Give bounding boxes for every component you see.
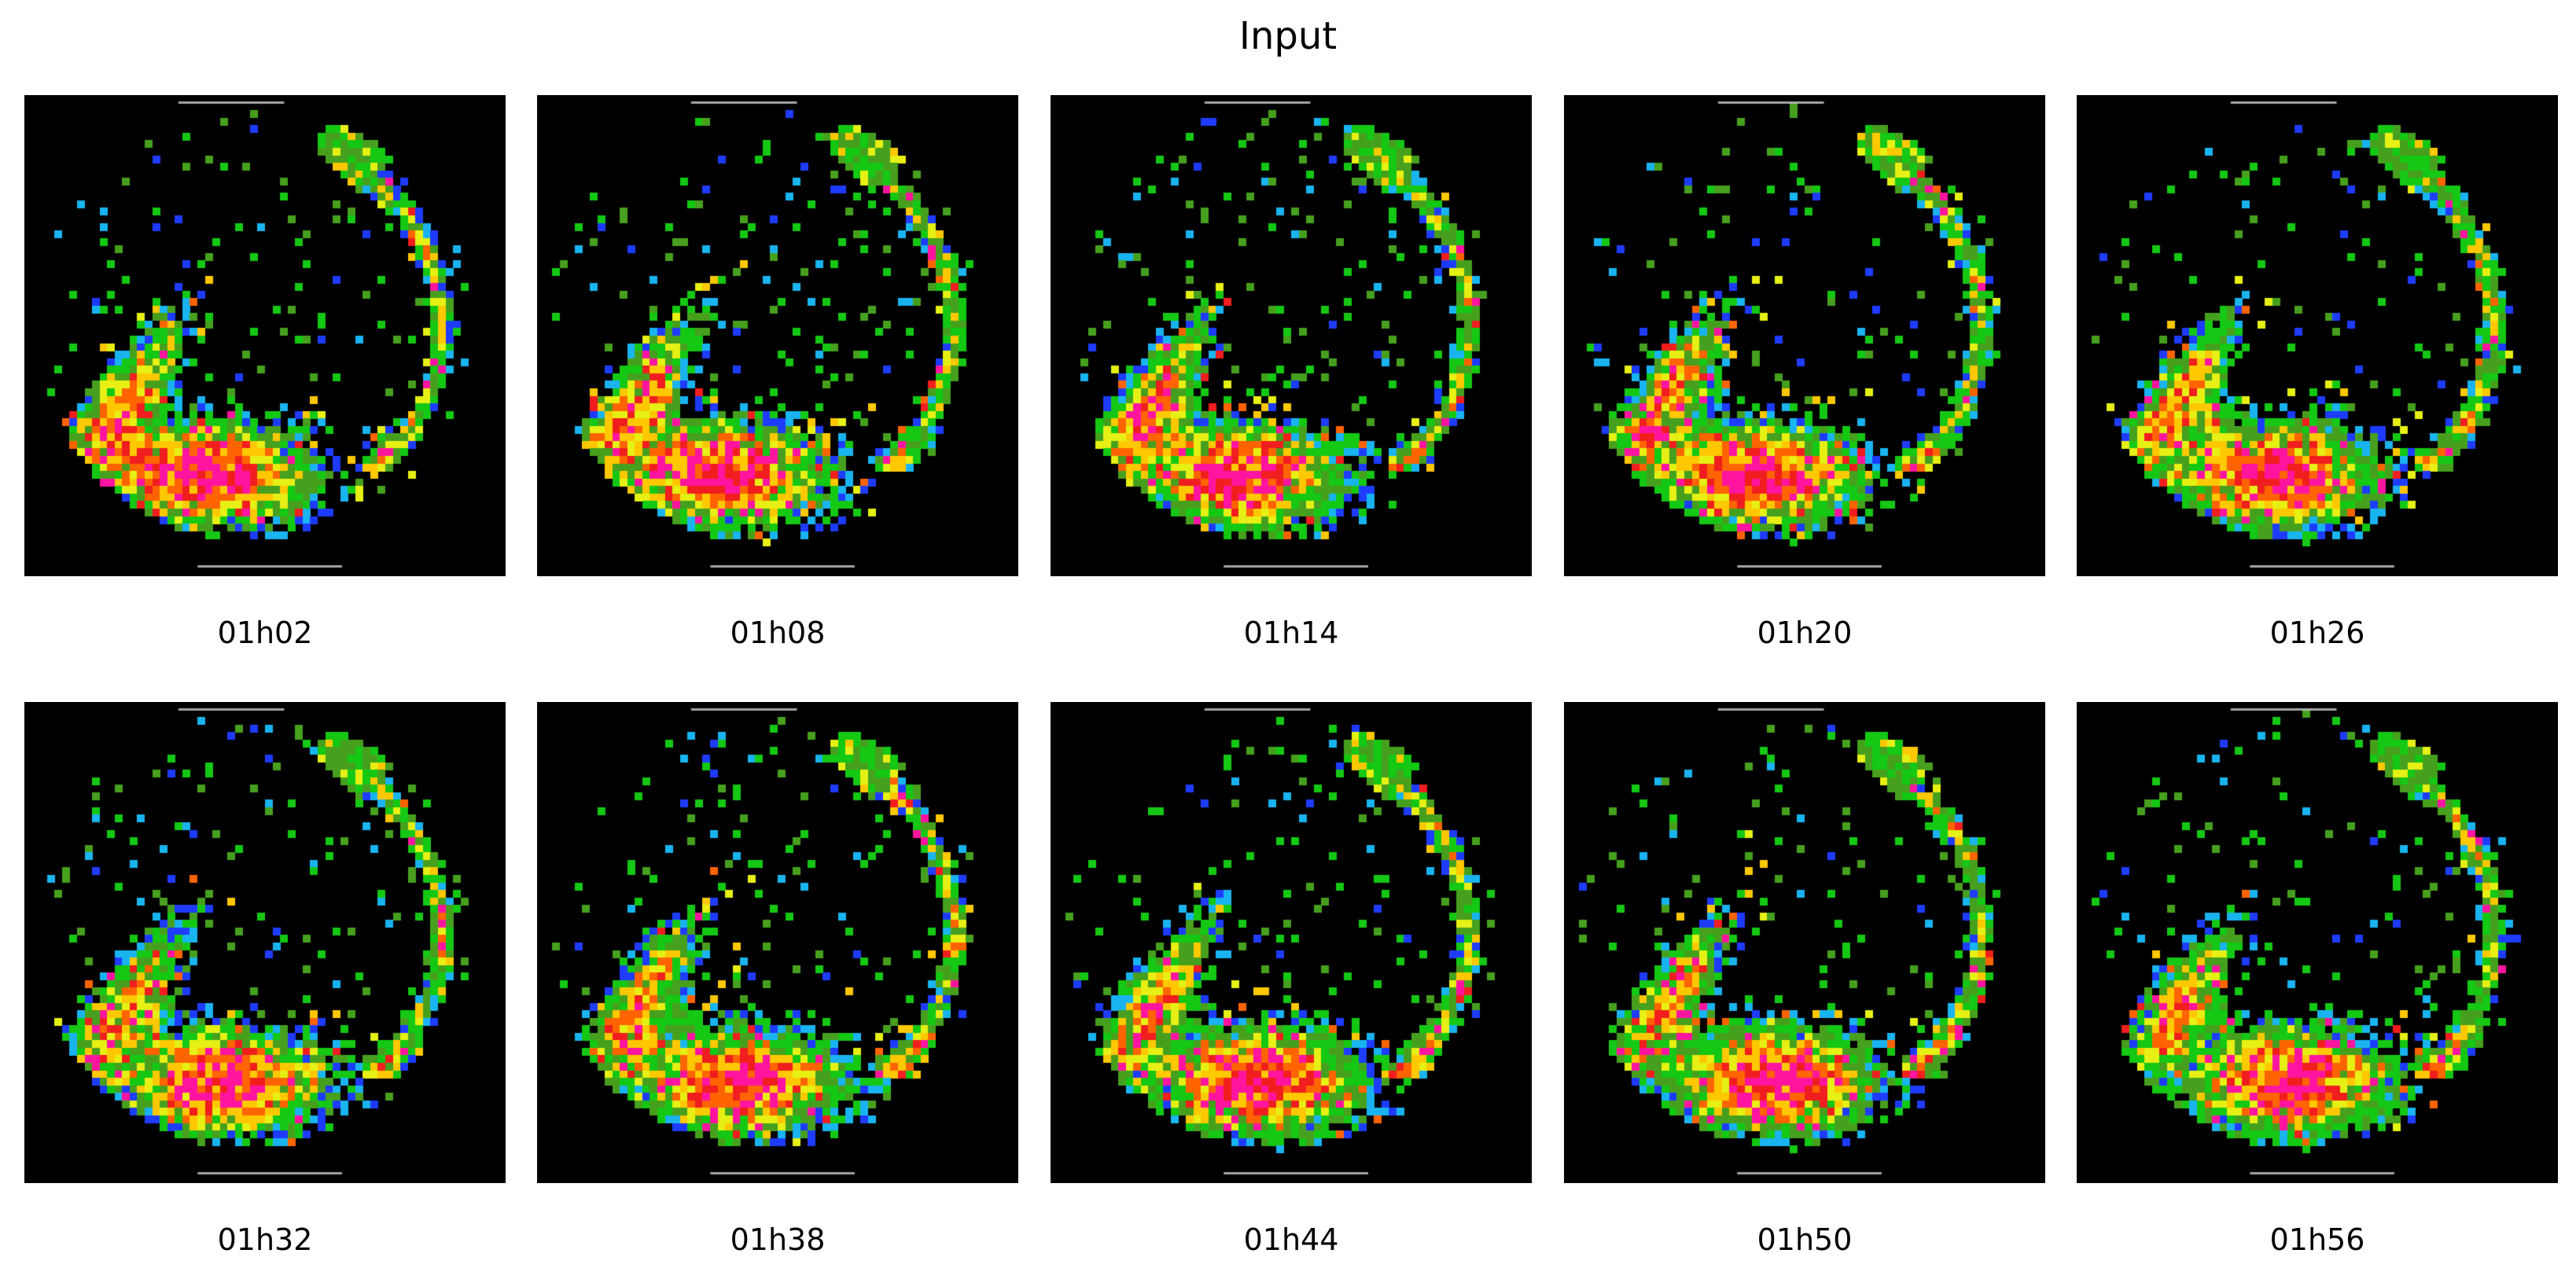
frame-time-label: 01h56 [2269,1222,2365,1257]
radar-image [2077,702,2558,1183]
radar-image [2077,95,2558,576]
frame-time-label: 01h26 [2269,616,2365,650]
frame-time-label: 01h32 [217,1222,313,1257]
radar-frame-panel: 01h50 [1564,702,2045,1257]
radar-frame-panel: 01h20 [1564,95,2045,650]
radar-frame-panel: 01h38 [537,702,1018,1257]
radar-image [24,95,506,576]
frame-time-label: 01h20 [1757,616,1853,650]
frame-time-label: 01h50 [1757,1222,1853,1257]
frame-time-label: 01h02 [217,616,313,650]
radar-image [1564,95,2045,576]
frame-time-label: 01h08 [730,616,826,650]
frame-time-label: 01h14 [1243,616,1339,650]
frame-time-label: 01h38 [730,1222,826,1257]
radar-image [24,702,506,1183]
radar-frame-panel: 01h26 [2077,95,2558,650]
radar-frame-panel: 01h56 [2077,702,2558,1257]
radar-image [1564,702,2045,1183]
frame-time-label: 01h44 [1243,1222,1339,1257]
radar-image [1051,95,1532,576]
radar-frame-panel: 01h32 [24,702,506,1257]
figure-title: Input [1238,14,1338,58]
radar-frame-panel: 01h14 [1051,95,1532,650]
radar-image [1051,702,1532,1183]
radar-image [537,702,1018,1183]
radar-frame-panel: 01h44 [1051,702,1532,1257]
radar-image [537,95,1018,576]
radar-frame-panel: 01h02 [24,95,506,650]
radar-frame-panel: 01h08 [537,95,1018,650]
